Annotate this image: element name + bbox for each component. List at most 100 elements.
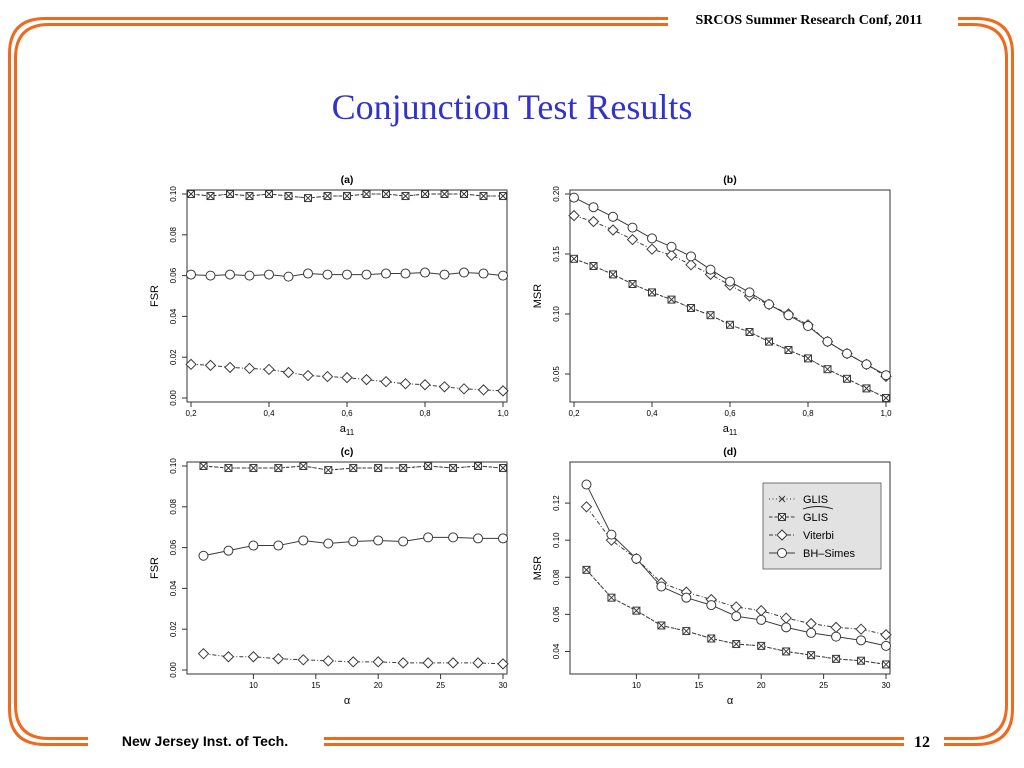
data-point <box>823 365 832 374</box>
data-point <box>273 540 284 551</box>
data-point <box>323 538 334 549</box>
y-tick-label-d: 0.10 <box>552 532 561 548</box>
institution-label: New Jersey Inst. of Tech. <box>121 733 289 749</box>
chart-panel-a: (a) 0,2 0,4 0,6 0,8 1,0 0.00 0.02 0.04 0.06 0.08 0.… <box>149 174 509 437</box>
frame-border-inner <box>14 23 668 740</box>
data-point <box>298 535 309 546</box>
legend-marker <box>778 513 786 521</box>
frame-border-outer <box>8 17 668 746</box>
data-point <box>204 359 217 372</box>
data-point <box>880 629 892 641</box>
series-points-c-2 <box>197 647 509 670</box>
x-tick-label-b: 0,4 <box>646 409 658 418</box>
data-point <box>646 243 658 255</box>
data-point <box>882 394 890 402</box>
data-point <box>272 653 285 665</box>
data-point <box>422 657 434 669</box>
data-point <box>223 545 234 556</box>
slide-title: Conjunction Test Results <box>331 87 693 127</box>
data-point <box>382 190 390 198</box>
data-point <box>299 462 308 470</box>
x-tick-label-d: 30 <box>882 681 891 690</box>
series-points-b-3 <box>569 192 891 381</box>
y-tick-label-a: 0.08 <box>169 226 178 242</box>
x-axis-label-sub-b: 11 <box>729 428 738 437</box>
data-point <box>478 268 489 279</box>
data-point <box>349 464 358 473</box>
data-point <box>857 656 866 665</box>
data-point <box>348 536 359 547</box>
data-point <box>473 533 484 544</box>
data-point <box>667 295 676 304</box>
data-point <box>245 192 254 201</box>
data-point <box>706 311 715 320</box>
x-tick-label-c: 20 <box>374 681 383 690</box>
y-axis-label-a: FSR <box>149 285 161 307</box>
x-tick-label-c: 15 <box>311 681 320 690</box>
data-point <box>302 369 314 382</box>
y-tick-label-d: 0.06 <box>552 606 561 622</box>
y-tick-label-c: 0.00 <box>169 662 178 678</box>
data-point <box>362 190 371 198</box>
data-point <box>497 658 509 670</box>
data-point <box>498 270 508 281</box>
data-point <box>665 249 678 261</box>
data-point <box>399 378 412 390</box>
data-point <box>806 627 817 638</box>
legend-marker <box>776 529 788 541</box>
data-point <box>186 269 196 280</box>
data-point <box>447 657 459 669</box>
data-point <box>744 287 755 298</box>
data-point <box>588 202 599 213</box>
x-tick-label-a: 0,2 <box>185 409 197 418</box>
data-point <box>249 464 258 473</box>
x-tick-label-c: 30 <box>499 681 508 690</box>
data-point <box>460 190 468 198</box>
x-axis-label-d: α <box>727 695 734 707</box>
x-tick-label-d: 25 <box>819 681 828 690</box>
data-point <box>197 647 210 660</box>
data-point <box>479 192 488 201</box>
data-point <box>421 190 429 198</box>
series-points-a-2 <box>185 358 509 397</box>
y-axis-label-d: MSR <box>532 556 544 581</box>
data-point <box>581 479 592 490</box>
data-point <box>856 635 867 646</box>
legend-label: BH–Simes <box>803 548 855 560</box>
x-tick-label-d: 15 <box>694 681 703 690</box>
data-point <box>499 464 507 473</box>
data-point <box>609 270 617 279</box>
legend-label: Viterbi <box>803 530 834 542</box>
data-point <box>582 565 591 574</box>
data-point <box>499 192 507 201</box>
data-point <box>632 606 641 615</box>
data-point <box>882 660 890 669</box>
x-tick-label-a: 0,6 <box>341 409 353 418</box>
series-points-c-1 <box>199 462 507 475</box>
data-point <box>243 362 256 375</box>
x-tick-label-c: 25 <box>436 681 445 690</box>
data-point <box>580 501 593 513</box>
y-axis-label-b: MSR <box>532 284 544 309</box>
series-points-c-3 <box>198 532 508 561</box>
x-tick-label-d: 20 <box>757 681 766 690</box>
data-point <box>222 651 235 663</box>
data-point <box>206 192 215 201</box>
panel-title-a: (a) <box>341 174 354 186</box>
chart-panel-b: (b) 0,2 0,4 0,6 0,8 1,0 0.05 0.10 0.15 0.20 MSR a11 <box>532 174 892 437</box>
legend: GLIS GLIS Viterbi BH–Simes <box>762 482 882 570</box>
data-point <box>198 550 209 561</box>
data-point <box>626 233 639 246</box>
data-point <box>226 190 234 198</box>
data-point <box>843 374 851 383</box>
data-point <box>631 553 642 564</box>
x-axis-label-a: a11 <box>340 423 355 437</box>
series-points-d-1 <box>582 565 890 669</box>
data-point <box>248 540 259 551</box>
data-point <box>757 641 766 650</box>
data-point <box>477 384 490 396</box>
data-point <box>627 222 638 233</box>
series-points-a-1 <box>187 190 507 203</box>
data-point <box>568 209 580 222</box>
